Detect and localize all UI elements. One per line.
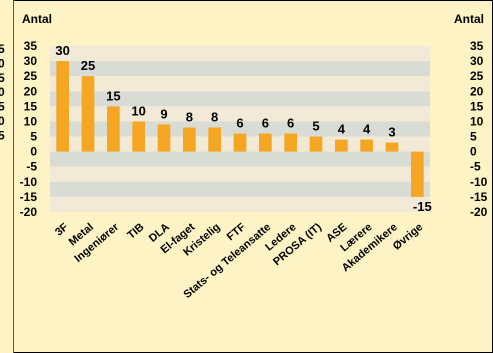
clipped-tick: 0 — [0, 56, 5, 70]
bar-10 — [284, 133, 297, 152]
data-label-9: 6 — [262, 116, 269, 131]
plot-band — [50, 181, 430, 197]
y-tick-left: 30 — [24, 54, 38, 68]
plot-band — [50, 61, 430, 77]
bar-1 — [56, 61, 69, 152]
y-tick-right: -5 — [470, 160, 481, 174]
data-labels: 30 25 15 10 9 8 8 6 6 6 5 4 4 3 -15 — [55, 43, 431, 214]
left-panel-strip — [0, 0, 14, 353]
plot-band — [50, 106, 430, 122]
data-label-12: 4 — [338, 122, 346, 137]
y-tick-right: -15 — [470, 190, 488, 204]
clipped-tick: 0 — [0, 85, 5, 99]
plot-band — [50, 91, 430, 107]
bar-15 — [411, 151, 424, 197]
data-label-10: 6 — [287, 116, 294, 131]
data-label-11: 5 — [312, 119, 319, 134]
plot-band — [50, 76, 430, 92]
bar-11 — [309, 136, 323, 152]
y-tick-left: -15 — [20, 190, 38, 204]
data-label-2: 25 — [81, 58, 95, 73]
data-label-8: 6 — [236, 116, 243, 131]
y-axis-right-title: Antal — [454, 12, 484, 26]
data-label-7: 8 — [211, 109, 218, 124]
bar-13 — [360, 139, 373, 152]
bar-6 — [183, 127, 196, 152]
y-tick-left: -20 — [20, 205, 38, 219]
bars — [56, 61, 424, 197]
bar-3 — [107, 106, 120, 152]
y-tick-right: 10 — [470, 114, 484, 128]
y-tick-left: 35 — [24, 39, 38, 53]
plot-band — [50, 46, 430, 62]
data-label-15: -15 — [413, 199, 432, 214]
plot-band — [50, 151, 430, 167]
bar-14 — [385, 142, 399, 152]
plot-band — [50, 196, 430, 212]
y-tick-left: 0 — [30, 145, 37, 159]
bar-5 — [157, 124, 171, 152]
data-label-3: 15 — [106, 88, 120, 103]
data-label-6: 8 — [186, 109, 193, 124]
y-tick-right: 30 — [470, 54, 484, 68]
bar-2 — [81, 76, 95, 152]
bar-12 — [335, 139, 348, 152]
y-tick-left: -5 — [26, 160, 37, 174]
y-tick-left: 25 — [24, 69, 38, 83]
data-label-13: 4 — [363, 122, 371, 137]
plot-band — [50, 166, 430, 182]
y-tick-right: 20 — [470, 84, 484, 98]
clipped-tick: 5 — [0, 71, 5, 85]
y-tick-right: 5 — [470, 130, 477, 144]
y-tick-left: 5 — [30, 130, 37, 144]
y-tick-left: 15 — [24, 99, 38, 113]
y-tick-right: 0 — [470, 145, 477, 159]
data-label-14: 3 — [388, 125, 395, 140]
x-tick-label-1: 3F — [53, 221, 71, 239]
clipped-tick: 5 — [0, 42, 5, 56]
bar-4 — [132, 121, 145, 152]
y-tick-right: 15 — [470, 99, 484, 113]
data-label-4: 10 — [131, 103, 145, 118]
bar-9 — [259, 133, 272, 152]
y-tick-left: -10 — [20, 175, 38, 189]
bar-7 — [208, 127, 221, 152]
data-label-1: 30 — [55, 43, 69, 58]
clipped-tick: 5 — [0, 128, 5, 142]
y-axis-left-title: Antal — [22, 12, 52, 26]
x-tick-label-4: TIB — [125, 221, 146, 242]
y-tick-right: 25 — [470, 69, 484, 83]
bar-8 — [233, 133, 247, 152]
clipped-tick: 5 — [0, 100, 5, 114]
y-tick-right: -20 — [470, 205, 488, 219]
y-tick-right: 35 — [470, 39, 484, 53]
y-tick-right: -10 — [470, 175, 488, 189]
y-tick-left: 20 — [24, 84, 38, 98]
clipped-tick: 0 — [0, 114, 5, 128]
y-tick-left: 10 — [24, 114, 38, 128]
data-label-5: 9 — [160, 106, 167, 121]
